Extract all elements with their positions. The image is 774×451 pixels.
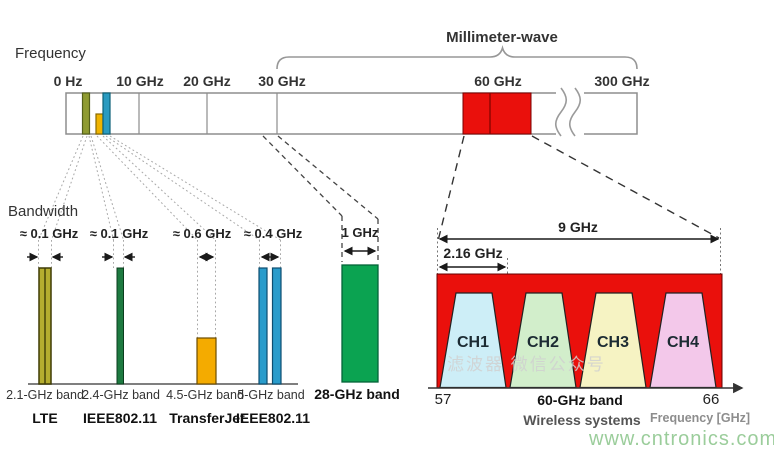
tick-label-30ghz: 30 GHz bbox=[258, 73, 306, 89]
system-label-ieee5: IEEE802.11 bbox=[236, 410, 310, 426]
frequency-axis-title: Frequency bbox=[15, 45, 86, 62]
bandwidth-value-ieee2_4: ≈ 0.1 GHz bbox=[89, 226, 149, 241]
dashed-funnel-28ghz bbox=[262, 135, 379, 262]
tick-label-20ghz: 20 GHz bbox=[183, 73, 231, 89]
band-label-5ghz: 5-GHz band bbox=[237, 388, 305, 402]
top-axis-ticks bbox=[138, 93, 278, 134]
bar-ieee80211-5a bbox=[258, 267, 268, 385]
band-label-28ghz: 28-GHz band bbox=[314, 386, 400, 402]
bandwidth-value-28ghz: 1 GHz bbox=[341, 225, 379, 240]
top-frequency-axis-box bbox=[65, 92, 638, 135]
system-label-transferjet: TransferJet bbox=[169, 410, 245, 426]
bandwidth-section-title: Bandwidth bbox=[8, 203, 79, 220]
bandwidth-value-ieee5: ≈ 0.4 GHz bbox=[243, 226, 303, 241]
channel-4-label: CH4 bbox=[666, 334, 700, 351]
detail-tick-66: 66 bbox=[702, 391, 720, 408]
channel-bandwidth-label: 2.16 GHz bbox=[443, 245, 503, 261]
detail-tick-57: 57 bbox=[434, 391, 452, 408]
bar-transferjet bbox=[196, 337, 217, 385]
bar-ieee80211-5b bbox=[271, 267, 282, 385]
millimeter-wave-brace bbox=[276, 45, 638, 70]
channel-2-label: CH2 bbox=[526, 334, 560, 351]
band-4_5ghz-marker bbox=[95, 113, 104, 135]
tick-label-300ghz: 300 GHz bbox=[594, 73, 650, 89]
band-label-2_4ghz: 2.4-GHz band bbox=[82, 388, 160, 402]
system-label-ieee2_4: IEEE802.11 bbox=[83, 410, 157, 426]
bandwidth-guide-lines bbox=[38, 240, 281, 338]
band-60ghz-marker bbox=[462, 92, 532, 135]
bar-28ghz bbox=[341, 264, 379, 383]
millimeter-wave-label: Millimeter-wave bbox=[446, 29, 558, 46]
detail-system-label: Wireless systems bbox=[523, 412, 641, 428]
detail-band-label: 60-GHz band bbox=[537, 392, 623, 408]
band-2ghz-marker bbox=[81, 92, 91, 135]
tick-label-10ghz: 10 GHz bbox=[116, 73, 164, 89]
tick-label-60ghz: 60 GHz bbox=[474, 73, 522, 89]
watermark-site-text: www.cntronics.com bbox=[589, 428, 774, 450]
detail-axis-label: Frequency [GHz] bbox=[649, 411, 751, 425]
dotted-fan-lines bbox=[38, 135, 281, 241]
bandwidth-arrows bbox=[27, 246, 377, 262]
bandwidth-value-transferjet: ≈ 0.6 GHz bbox=[172, 226, 232, 241]
channel-1-label: CH1 bbox=[456, 334, 490, 351]
channel-3-label: CH3 bbox=[596, 334, 630, 351]
detail-measure-arrows bbox=[438, 234, 720, 272]
watermark-overlay-text: 滤波器 微信公众号 bbox=[447, 355, 606, 374]
system-label-lte: LTE bbox=[32, 410, 58, 426]
span-label-9ghz: 9 GHz bbox=[558, 219, 598, 235]
axis-break-squiggle bbox=[554, 87, 582, 137]
band-5ghz-marker bbox=[102, 92, 111, 135]
tick-label-0hz: 0 Hz bbox=[53, 73, 83, 89]
bandwidth-value-lte: ≈ 0.1 GHz bbox=[19, 226, 79, 241]
band-label-2_1ghz: 2.1-GHz band bbox=[6, 388, 84, 402]
bar-ieee80211-2_4 bbox=[116, 267, 124, 385]
dashed-funnel-60ghz bbox=[437, 135, 720, 242]
band-label-4_5ghz: 4.5-GHz band bbox=[166, 388, 244, 402]
